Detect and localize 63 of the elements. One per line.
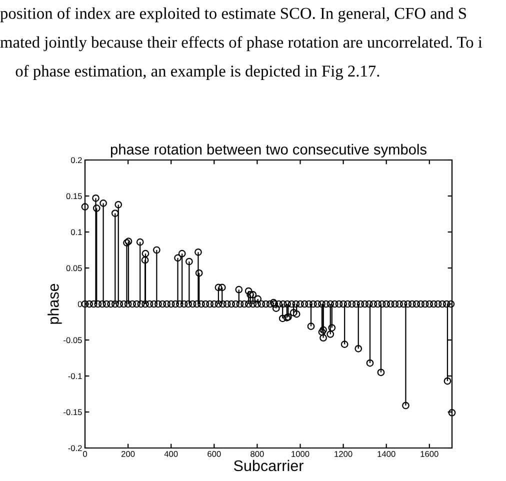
point (214, 284, 222, 292)
point (92, 194, 100, 202)
point (92, 204, 100, 212)
y-tick-label: 0.15 (66, 193, 82, 200)
point (174, 254, 182, 262)
x-tick-label: 600 (208, 451, 221, 457)
y-tick-label: -0.1 (68, 373, 82, 380)
x-tick-label: 1400 (378, 451, 396, 457)
point (153, 246, 160, 254)
point (142, 250, 150, 258)
point (402, 402, 410, 410)
text: of phase estimation, an example is depicted in Fig 2.17. (16, 64, 380, 80)
point (270, 298, 278, 306)
point (136, 238, 144, 246)
point (292, 310, 300, 318)
x-tick-label: 1000 (292, 451, 310, 457)
point (123, 239, 130, 246)
point (307, 322, 315, 330)
point (318, 328, 326, 336)
x-tick-label: 0 (83, 451, 87, 457)
point (366, 359, 374, 367)
y-tick-label: 0.05 (66, 265, 82, 272)
point (328, 324, 336, 332)
point (249, 290, 257, 298)
point (195, 269, 203, 277)
y-tick-label: 0.2 (70, 157, 82, 164)
point (354, 344, 362, 352)
point (278, 314, 286, 322)
point (100, 200, 107, 207)
y-tick-label: 0.1 (70, 229, 82, 236)
point (81, 203, 89, 210)
x-tick-label: 1600 (420, 451, 438, 457)
point (290, 308, 298, 316)
point (235, 286, 243, 294)
x-tick-label: 400 (164, 451, 178, 457)
point (141, 256, 149, 264)
x-tick-label: 200 (122, 451, 135, 457)
chart-title: phase rotation between two consecutive symbols (110, 144, 426, 158)
x-tick-label: 800 (250, 451, 264, 457)
point (186, 258, 193, 266)
point (178, 250, 186, 258)
point (326, 330, 334, 338)
y-tick-label: -0.05 (64, 337, 82, 344)
y-tick-label: -0.2 (68, 445, 82, 452)
x-axis-title: Subcarrier (234, 460, 304, 472)
text: position of index are exploited to estimate SCO. In general, CFO and S (0, 7, 466, 22)
point (340, 340, 348, 348)
y-tick-label: -0.15 (64, 409, 82, 416)
point (444, 377, 452, 385)
point (111, 210, 119, 217)
point (194, 248, 202, 256)
x-tick-label: 1200 (334, 451, 352, 457)
point (377, 368, 385, 376)
point (114, 200, 122, 208)
point (320, 334, 327, 342)
point (320, 326, 327, 334)
point (272, 304, 280, 312)
point (124, 238, 132, 246)
point (218, 284, 226, 292)
text: mated jointly because their effects of phase rotation are uncorrelated. To i (0, 36, 482, 52)
y-axis-title: phase (48, 284, 62, 324)
point (244, 287, 252, 295)
point (246, 290, 254, 298)
